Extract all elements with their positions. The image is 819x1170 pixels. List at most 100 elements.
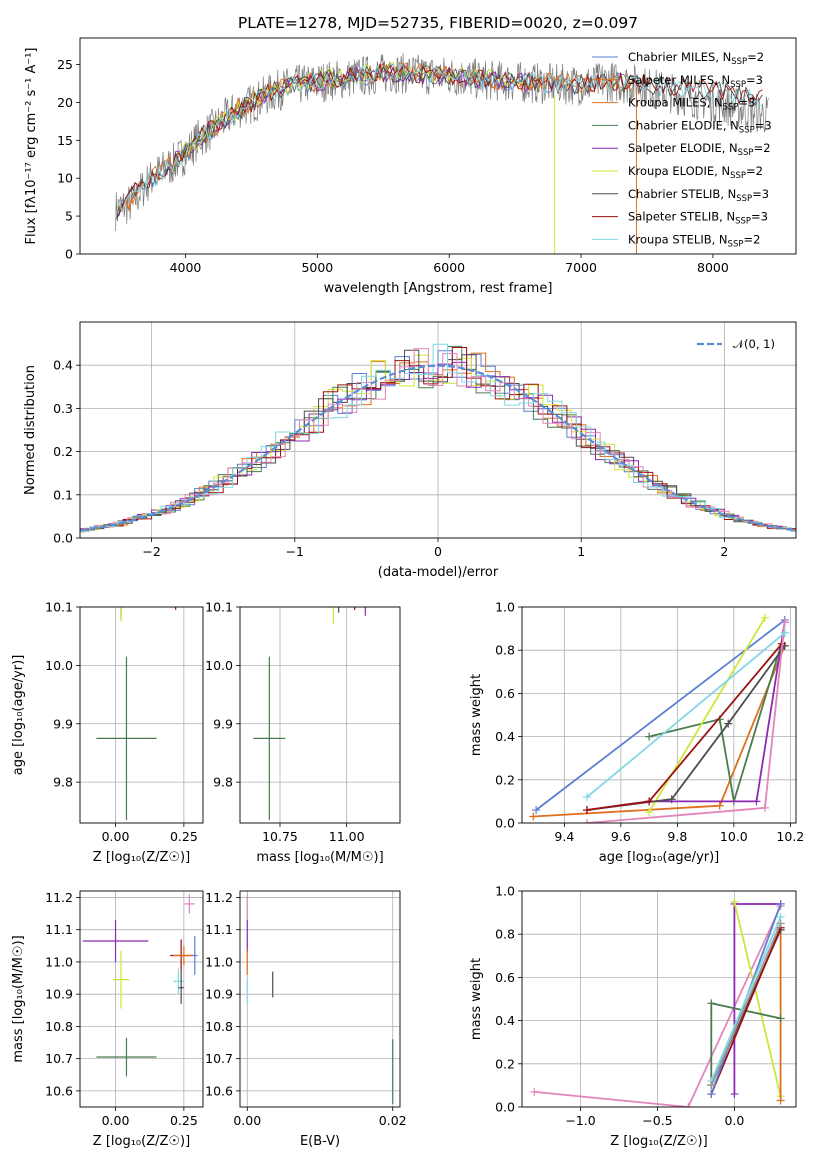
legend-entry-name: Kroupa MILES, N [628,96,723,110]
weight-marker [730,897,739,906]
weight-series-line [586,632,786,798]
data-point [364,607,366,616]
legend-entry-name: Salpeter STELIB, N [628,210,735,224]
legend-entry-suffix: =3 [746,73,763,87]
x-axis-label: age [log₁₀(age/yr)] [599,850,720,865]
data-point [178,971,184,1004]
y-tick-label: 10.7 [45,1051,73,1066]
weight-series-line [710,1002,781,1086]
x-tick-label: 0.25 [170,1113,198,1128]
y-tick-label: 0.6 [495,970,515,985]
data-point [181,557,197,580]
y-axis-label: age [log₁₀(age/yr)] [11,655,26,776]
x-tick-label: 1 [577,544,585,559]
panel-Z_vs_age: 0.00 0.25 9.8 9.9 10.0 10.1 Z [log₁₀(Z/Z☉)] age… [11,554,204,865]
weight-marker [707,1090,716,1099]
x-tick-label: 0.0 [724,1113,744,1128]
legend-entry-name: Chabrier STELIB, N [628,187,736,201]
weight-marker [582,806,591,815]
spectrum-lines [115,52,769,254]
histogram-step-line [80,347,796,533]
legend-entry-sub: SSP [739,125,755,135]
data-point [176,554,192,601]
weight-series-line [710,916,782,1082]
data-point [192,569,197,604]
error-bar-points [82,894,198,1077]
y-tick-label: 11.2 [205,890,233,905]
legend-entry: Salpeter STELIB, NSSP=3 [628,210,768,227]
y-tick-label: 10.0 [45,658,73,673]
y-axis-label: Flux [fλ10⁻¹⁷ erg cm⁻² s⁻¹ A⁻¹] [24,48,39,245]
histogram-series [80,343,796,533]
x-axis-label: Z [log₁₀(Z/Z☉)] [610,1134,707,1149]
x-tick-label: 0 [434,544,442,559]
weight-series-line [648,617,766,813]
y-tick-label: 15 [57,133,73,148]
x-tick-label: 0.25 [170,829,198,844]
y-axis-label: mass [log₁₀(M/M☉)] [11,935,26,1062]
x-tick-label: 9.8 [667,829,687,844]
x-tick-label: 9.4 [554,829,574,844]
x-tick-label: −1.0 [565,1113,595,1128]
x-tick-label: 0.00 [102,829,130,844]
histogram-step-line [80,343,796,533]
x-tick-label: −1 [286,544,304,559]
x-axis-label: (data-model)/error [378,565,499,580]
y-tick-label: 0.3 [53,401,73,416]
y-tick-label: 10.8 [205,1019,233,1034]
legend-entry-suffix: =3 [751,210,768,224]
panel-Z_vs_mass: 0.00 0.25 10.6 10.7 10.8 10.9 11.0 11.1 11.2 Z [l… [11,890,204,1149]
legend-entry: Chabrier ELODIE, NSSP=3 [628,118,772,135]
weight-marker [530,1087,539,1096]
legend-entry-name: Salpeter ELODIE, N [628,141,738,155]
legend-entry-suffix: =2 [747,50,764,64]
data-point [354,607,356,610]
error-bar-points [246,894,394,1104]
weight-marker [707,1081,716,1090]
legend-entry-name: Kroupa ELODIE, N [628,164,730,178]
weight-series [529,613,789,823]
x-tick-label: 0.00 [233,1113,261,1128]
weight-marker [780,618,789,627]
y-tick-label: 10.6 [205,1083,233,1098]
x-tick-label: 10.0 [720,829,748,844]
weight-marker [780,628,789,637]
data-point [253,656,286,821]
legend-entry-name: Kroupa STELIB, N [628,232,728,246]
y-tick-label: 10.8 [45,1019,73,1034]
weight-marker [645,732,654,741]
y-tick-label: 9.9 [53,716,73,731]
weight-series-line [733,901,782,1097]
data-point [82,920,149,962]
legend-entry-sub: SSP [728,239,744,249]
x-tick-label: 5000 [301,260,333,275]
weight-series-line [710,927,782,1095]
y-tick-label: 0.2 [53,444,73,459]
panel-Z_vs_weight: −1.0 −0.5 0.0 0.0 0.2 0.4 0.6 0.8 1.0 Z [log₁₀(Z/… [469,884,797,1149]
panel-spectrum: 4000 5000 6000 7000 8000 0 5 10 15 20 25 wavelength… [24,37,797,296]
y-tick-label: 11.0 [45,954,73,969]
model-series-line [115,63,763,220]
weight-marker [776,1096,785,1105]
plot-frame [239,606,401,824]
legend-entry: Kroupa MILES, NSSP=3 [628,96,755,113]
y-tick-label: 0.8 [495,927,515,942]
weight-marker [776,899,785,908]
panel-mass_vs_age: 10.75 11.00 9.8 9.9 10.0 10.1 mass [log₁₀(M/M☉… [205,600,401,865]
weight-marker [667,795,676,804]
weight-series-line [648,632,786,802]
y-tick-label: 1.0 [495,884,515,899]
y-tick-label: 0.2 [495,772,515,787]
weight-marker [532,806,541,815]
weight-marker [724,719,733,728]
weight-marker [730,1090,739,1099]
x-tick-label: 10.2 [776,829,804,844]
weight-marker [760,803,769,812]
legend-entry: Chabrier STELIB, NSSP=3 [628,187,769,204]
legend-entry-sub: SSP [730,80,746,90]
weight-marker [776,1014,785,1023]
weight-marker [776,919,785,928]
y-tick-label: 11.2 [45,890,73,905]
legend-entry-name: Salpeter MILES, N [628,73,730,87]
x-tick-label: 2 [720,544,728,559]
